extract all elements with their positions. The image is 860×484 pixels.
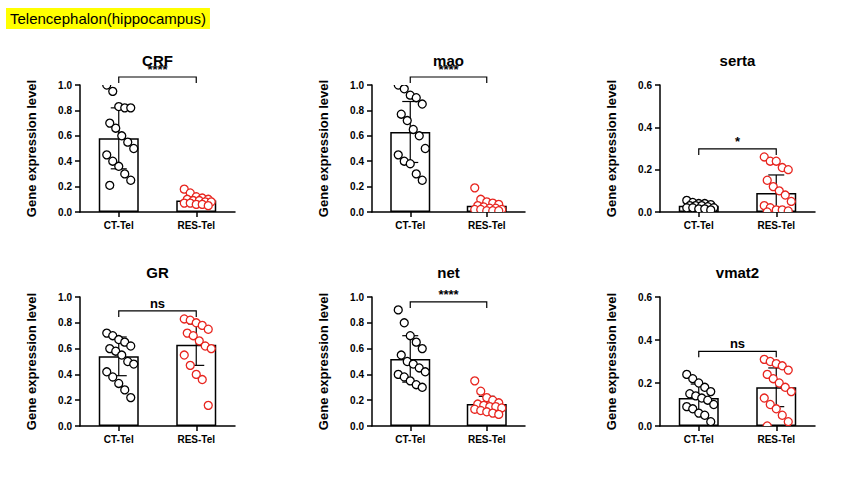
- svg-text:net: net: [437, 264, 460, 281]
- svg-text:0.4: 0.4: [58, 369, 72, 380]
- svg-text:****: ****: [147, 62, 168, 77]
- svg-text:RES-Tel: RES-Tel: [468, 220, 506, 231]
- svg-text:0.6: 0.6: [638, 80, 652, 91]
- svg-text:GR: GR: [146, 264, 169, 281]
- svg-text:CT-Tel: CT-Tel: [395, 220, 425, 231]
- svg-text:0.0: 0.0: [350, 207, 364, 218]
- svg-text:0.0: 0.0: [58, 207, 72, 218]
- svg-text:RES-Tel: RES-Tel: [177, 220, 215, 231]
- svg-text:Gene expression level: Gene expression level: [604, 293, 619, 430]
- svg-text:CT-Tel: CT-Tel: [684, 220, 714, 231]
- svg-text:ns: ns: [730, 336, 745, 351]
- svg-text:0.4: 0.4: [638, 122, 652, 133]
- svg-text:0.2: 0.2: [58, 181, 72, 192]
- svg-text:0.4: 0.4: [58, 156, 72, 167]
- svg-text:CT-Tel: CT-Tel: [104, 434, 134, 445]
- svg-text:Gene expression level: Gene expression level: [604, 80, 619, 217]
- svg-text:0.2: 0.2: [638, 164, 652, 175]
- svg-text:RES-Tel: RES-Tel: [177, 434, 215, 445]
- svg-text:serta: serta: [720, 52, 757, 69]
- svg-text:Telencephalon(hippocampus): Telencephalon(hippocampus): [10, 10, 206, 27]
- svg-text:mao: mao: [433, 52, 464, 69]
- svg-text:1.0: 1.0: [58, 292, 72, 303]
- svg-text:0.6: 0.6: [350, 130, 364, 141]
- svg-text:0.8: 0.8: [350, 105, 364, 116]
- svg-text:1.0: 1.0: [350, 80, 364, 91]
- svg-text:0.0: 0.0: [638, 421, 652, 432]
- svg-text:0.8: 0.8: [58, 105, 72, 116]
- svg-text:0.4: 0.4: [350, 369, 364, 380]
- svg-text:vmat2: vmat2: [716, 264, 759, 281]
- svg-text:0.6: 0.6: [350, 343, 364, 354]
- svg-text:0.6: 0.6: [58, 343, 72, 354]
- svg-text:0.8: 0.8: [350, 317, 364, 328]
- svg-text:0.0: 0.0: [58, 421, 72, 432]
- svg-text:0.2: 0.2: [350, 181, 364, 192]
- svg-text:ns: ns: [150, 296, 165, 311]
- svg-text:0.4: 0.4: [350, 156, 364, 167]
- svg-text:Gene expression level: Gene expression level: [316, 80, 331, 217]
- svg-text:0.6: 0.6: [638, 292, 652, 303]
- svg-text:RES-Tel: RES-Tel: [757, 434, 795, 445]
- svg-text:1.0: 1.0: [350, 292, 364, 303]
- svg-text:RES-Tel: RES-Tel: [757, 220, 795, 231]
- svg-text:0.2: 0.2: [638, 378, 652, 389]
- svg-text:0.2: 0.2: [58, 395, 72, 406]
- svg-text:0.2: 0.2: [350, 395, 364, 406]
- svg-text:****: ****: [438, 62, 459, 77]
- svg-text:*: *: [735, 134, 741, 149]
- svg-text:****: ****: [438, 287, 459, 302]
- svg-text:0.4: 0.4: [638, 335, 652, 346]
- svg-text:1.0: 1.0: [58, 80, 72, 91]
- svg-text:CT-Tel: CT-Tel: [104, 220, 134, 231]
- svg-text:Gene expression level: Gene expression level: [24, 80, 39, 217]
- svg-text:Gene expression level: Gene expression level: [24, 293, 39, 430]
- svg-text:0.0: 0.0: [350, 421, 364, 432]
- svg-text:CRF: CRF: [142, 52, 173, 69]
- svg-text:CT-Tel: CT-Tel: [395, 434, 425, 445]
- svg-text:RES-Tel: RES-Tel: [468, 434, 506, 445]
- svg-text:CT-Tel: CT-Tel: [684, 434, 714, 445]
- svg-text:Gene expression level: Gene expression level: [316, 293, 331, 430]
- svg-text:0.6: 0.6: [58, 130, 72, 141]
- svg-text:0.8: 0.8: [58, 317, 72, 328]
- svg-text:0.0: 0.0: [638, 207, 652, 218]
